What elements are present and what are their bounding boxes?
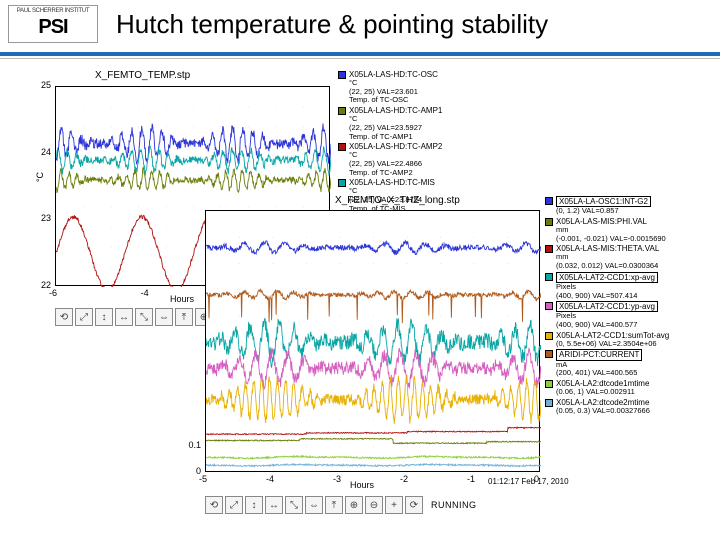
toolbar-button[interactable]: ↕ [95,308,113,326]
legend-entry: ARIDI-PCT:CURRENTmA(200, 401) VAL=400.56… [545,349,669,377]
legend-entry: X05LA-LA-OSC1:INT-G2(0, 1.2) VAL=0.857 [545,196,669,216]
legend-entry: X05LA-LAS-MIS:THETA.VALmm(0.032, 0.012) … [545,244,669,270]
toolbar-button[interactable]: ⟲ [205,496,223,514]
rule-thin [0,58,720,59]
plot2-title: X_FEMTO_X_THZ_long.stp [335,195,460,206]
toolbar-button[interactable]: ⟳ [405,496,423,514]
toolbar-button[interactable]: ↕ [245,496,263,514]
legend-swatch [338,107,346,115]
toolbar-button[interactable]: + [385,496,403,514]
legend-entry: X05LA-LAT2-CCD1:yp-avgPixels(400, 900) V… [545,301,669,329]
legend-entry: X05LA-LAT2-CCD1:xp-avgPixels(400, 900) V… [545,272,669,300]
xtick: -1 [467,474,475,484]
legend-entry: X05LA-LA2:dtcode2mtime(0.05, 0.3) VAL=0.… [545,398,669,416]
plot2-area [205,210,540,472]
toolbar-button[interactable]: ⇔ [305,496,323,514]
ytick: 25 [31,80,51,90]
legend-entry: X05LA-LA2:dtcode1mtime(0.06, 1) VAL=0.00… [545,379,669,397]
xtick: -4 [266,474,274,484]
xtick: -6 [49,288,57,298]
legend-text: X05LA-LAS-HD:TC-AMP1°C(22, 25) VAL=23.59… [349,106,442,141]
legend-swatch [545,399,553,407]
toolbar-button[interactable]: ⟲ [55,308,73,326]
psi-logo-text: PSI [38,16,67,39]
legend-text: X05LA-LAT2-CCD1:sumTot-avg(0, 5.5e+06) V… [556,331,669,349]
ytick: 23 [31,213,51,223]
page-title: Hutch temperature & pointing stability [116,9,548,40]
legend-text: X05LA-LAT2-CCD1:yp-avgPixels(400, 900) V… [556,301,658,329]
ytick: 0 [181,466,201,476]
legend-swatch [338,143,346,151]
rule-accent [0,52,720,56]
psi-logo: PAUL SCHERRER INSTITUT PSI [8,5,98,43]
legend-swatch [545,197,553,205]
plot1-legend: X05LA-LAS-HD:TC-OSC°C(22, 25) VAL=23.601… [338,70,442,214]
slide-header: PAUL SCHERRER INSTITUT PSI Hutch tempera… [0,0,720,48]
plot1-title: X_FEMTO_TEMP.stp [95,70,190,81]
legend-swatch [545,302,553,310]
toolbar-button[interactable]: ⊖ [365,496,383,514]
legend-text: X05LA-LA2:dtcode1mtime(0.06, 1) VAL=0.00… [556,379,649,397]
legend-swatch [338,71,346,79]
legend-entry: X05LA-LAS-HD:TC-OSC°C(22, 25) VAL=23.601… [338,70,442,105]
legend-entry: X05LA-LAS-HD:TC-AMP2°C(22, 25) VAL=22.48… [338,142,442,177]
plot1-ylabel: °C [35,172,45,182]
toolbar-button[interactable]: ↔ [115,308,133,326]
legend-text: X05LA-LAS-HD:TC-OSC°C(22, 25) VAL=23.601… [349,70,438,105]
legend-swatch [545,332,553,340]
legend-swatch [545,350,553,358]
legend-text: X05LA-LAT2-CCD1:xp-avgPixels(400, 900) V… [556,272,658,300]
plot2-xlabel: Hours [350,480,374,490]
legend-swatch [545,380,553,388]
legend-entry: X05LA-LAS-HD:TC-AMP1°C(22, 25) VAL=23.59… [338,106,442,141]
ytick: 0.1 [181,440,201,450]
legend-text: X05LA-LAS-HD:TC-AMP2°C(22, 25) VAL=22.48… [349,142,442,177]
xtick: -3 [333,474,341,484]
toolbar-button[interactable]: ⤢ [225,496,243,514]
xtick: -4 [141,288,149,298]
legend-text: X05LA-LA-OSC1:INT-G2(0, 1.2) VAL=0.857 [556,196,651,216]
legend-swatch [545,218,553,226]
institute-label: PAUL SCHERRER INSTITUT [17,8,89,14]
ytick: 24 [31,147,51,157]
toolbar-button[interactable]: ⤡ [285,496,303,514]
toolbar-button[interactable]: ↔ [265,496,283,514]
legend-entry: X05LA-LAT2-CCD1:sumTot-avg(0, 5.5e+06) V… [545,331,669,349]
plot2-toolbar: ⟲⤢↕↔⤡⇔⤒⊕⊖+⟳ RUNNING [205,496,477,514]
toolbar-button[interactable]: ⇔ [155,308,173,326]
toolbar-button[interactable]: ⊕ [345,496,363,514]
legend-swatch [338,179,346,187]
plot2-legend: X05LA-LA-OSC1:INT-G2(0, 1.2) VAL=0.857X0… [545,196,669,416]
plot1-xlabel: Hours [170,294,194,304]
legend-text: X05LA-LAS-MIS:THETA.VALmm(0.032, 0.012) … [556,244,659,270]
toolbar-button[interactable]: ⤢ [75,308,93,326]
legend-swatch [545,273,553,281]
toolbar-button[interactable]: ⤡ [135,308,153,326]
toolbar-status: RUNNING [431,500,477,510]
plot2-timestamp: 01:12:17 Feb 17, 2010 [488,478,569,487]
toolbar-button[interactable]: ⤒ [325,496,343,514]
ytick: 22 [31,280,51,290]
legend-entry: X05LA-LAS-MIS:PHI.VALmm(-0.001, -0.021) … [545,217,669,243]
xtick: -5 [199,474,207,484]
legend-text: X05LA-LA2:dtcode2mtime(0.05, 0.3) VAL=0.… [556,398,650,416]
legend-swatch [545,245,553,253]
legend-text: X05LA-LAS-MIS:PHI.VALmm(-0.001, -0.021) … [556,217,666,243]
legend-text: ARIDI-PCT:CURRENTmA(200, 401) VAL=400.56… [556,349,642,377]
xtick: -2 [400,474,408,484]
toolbar-button[interactable]: ⤒ [175,308,193,326]
